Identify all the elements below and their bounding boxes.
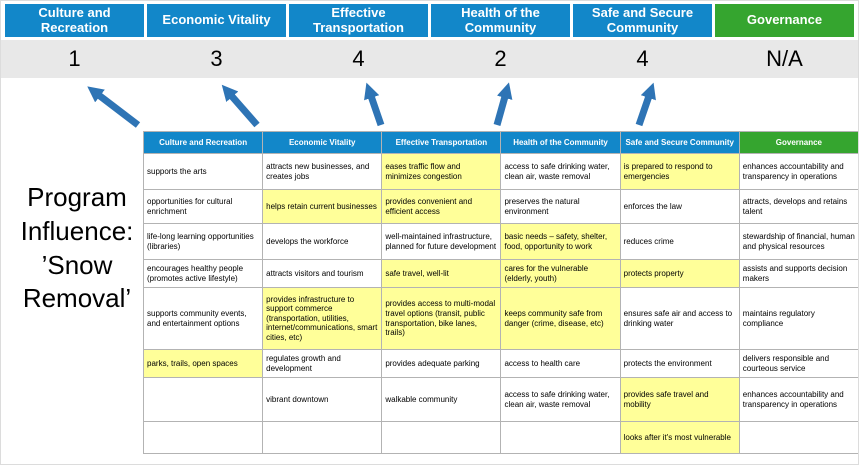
matrix-cell: access to health care (500, 349, 621, 378)
matrix-cell: stewardship of financial, human and phys… (738, 223, 858, 260)
influence-arrows (87, 82, 656, 128)
matrix-cell: basic needs – safety, shelter, food, opp… (500, 223, 621, 260)
score-culture-and-recreation: 1 (68, 46, 81, 71)
matrix-cell (142, 377, 264, 422)
matrix-cell: reduces crime (619, 223, 740, 260)
matrix-cell: helps retain current businesses (262, 189, 383, 224)
arrow-effective-transportation (364, 82, 385, 127)
matrix-cell: supports community events, and entertain… (142, 287, 264, 350)
matrix-cell: assists and supports decision makers (738, 259, 858, 288)
matrix-cell: enhances accountability and transparency… (738, 377, 858, 422)
program-influence-label: Program Influence: ’Snow Removal’ (20, 182, 134, 314)
matrix-header-governance: Governance (738, 131, 858, 154)
matrix-cell: preserves the natural environment (500, 189, 621, 224)
pillar-header-economic-vitality: Economic Vitality (147, 4, 286, 37)
arrow-culture-and-recreation (87, 86, 141, 128)
matrix-cell: safe travel, well-lit (381, 259, 502, 288)
matrix-cell: protects property (619, 259, 740, 288)
matrix-cell: enhances accountability and transparency… (738, 153, 858, 190)
matrix-cell: access to safe drinking water, clean air… (500, 377, 621, 422)
pillar-header-effective-transportation: Effective Transportation (289, 4, 428, 37)
score-safe-and-secure-community: 4 (636, 46, 649, 71)
matrix-header-economic-vitality: Economic Vitality (262, 131, 383, 154)
matrix-cell: walkable community (381, 377, 502, 422)
matrix-cell (381, 421, 502, 454)
matrix-cell: life-long learning opportunities (librar… (142, 223, 264, 260)
matrix-cell (262, 421, 383, 454)
score-economic-vitality: 3 (210, 46, 223, 71)
matrix-cell: protects the environment (619, 349, 740, 378)
table-row: parks, trails, open spaces regulates gro… (142, 349, 858, 378)
matrix-cell: looks after it's most vulnerable (619, 421, 740, 454)
matrix-cell: vibrant downtown (262, 377, 383, 422)
table-row: encourages healthy people (promotes acti… (142, 259, 858, 288)
table-row: vibrant downtown walkable community acce… (142, 377, 858, 422)
influence-matrix: Culture and Recreation Economic Vitality… (142, 131, 858, 454)
matrix-cell (142, 421, 264, 454)
matrix-cell: provides infrastructure to support comme… (262, 287, 383, 350)
matrix-cell: supports the arts (142, 153, 264, 190)
matrix-cell: cares for the vulnerable (elderly, youth… (500, 259, 621, 288)
score-row: 1 3 4 2 4 N/A (1, 40, 858, 78)
matrix-cell: provides convenient and efficient access (381, 189, 502, 224)
matrix-cell: parks, trails, open spaces (142, 349, 264, 378)
matrix-cell: provides adequate parking (381, 349, 502, 378)
pillar-header-row: Culture and Recreation Economic Vitality… (1, 1, 858, 37)
pillar-header-safe-and-secure-community: Safe and Secure Community (573, 4, 712, 37)
matrix-cell: opportunities for cultural enrichment (142, 189, 264, 224)
matrix-cell: develops the workforce (262, 223, 383, 260)
score-governance: N/A (766, 46, 803, 71)
matrix-cell: regulates growth and development (262, 349, 383, 378)
matrix-cell: eases traffic flow and minimizes congest… (381, 153, 502, 190)
arrow-safe-and-secure-community (635, 82, 656, 127)
matrix-cell: keeps community safe from danger (crime,… (500, 287, 621, 350)
pillar-header-culture-and-recreation: Culture and Recreation (5, 4, 144, 37)
matrix-header-culture-and-recreation: Culture and Recreation (142, 131, 264, 154)
matrix-cell: maintains regulatory compliance (738, 287, 858, 350)
table-row: supports the arts attracts new businesse… (142, 153, 858, 190)
table-row: life-long learning opportunities (librar… (142, 223, 858, 260)
table-row: looks after it's most vulnerable (142, 421, 858, 454)
matrix-cell: attracts new businesses, and creates job… (262, 153, 383, 190)
pillar-header-governance: Governance (715, 4, 854, 37)
matrix-cell (500, 421, 621, 454)
matrix-cell: access to safe drinking water, clean air… (500, 153, 621, 190)
matrix-header-effective-transportation: Effective Transportation (381, 131, 502, 154)
matrix-header-safe-and-secure-community: Safe and Secure Community (619, 131, 740, 154)
matrix-cell (738, 421, 858, 454)
matrix-header-health-of-the-community: Health of the Community (500, 131, 621, 154)
matrix-header-row: Culture and Recreation Economic Vitality… (142, 131, 858, 154)
matrix-cell: encourages healthy people (promotes acti… (142, 259, 264, 288)
matrix-cell: delivers responsible and courteous servi… (738, 349, 858, 378)
table-row: supports community events, and entertain… (142, 287, 858, 350)
arrow-health-of-the-community (493, 82, 513, 126)
matrix-cell: attracts, develops and retains talent (738, 189, 858, 224)
matrix-cell: provides safe travel and mobility (619, 377, 740, 422)
matrix-cell: attracts visitors and tourism (262, 259, 383, 288)
table-row: opportunities for cultural enrichment he… (142, 189, 858, 224)
matrix-cell: is prepared to respond to emergencies (619, 153, 740, 190)
matrix-cell: provides access to multi-modal travel op… (381, 287, 502, 350)
matrix-cell: well-maintained infrastructure, planned … (381, 223, 502, 260)
arrow-economic-vitality (221, 84, 260, 128)
score-health-of-the-community: 2 (494, 46, 507, 71)
matrix-cell: ensures safe air and access to drinking … (619, 287, 740, 350)
matrix-cell: enforces the law (619, 189, 740, 224)
score-effective-transportation: 4 (352, 46, 365, 71)
pillar-header-health-of-the-community: Health of the Community (431, 4, 570, 37)
